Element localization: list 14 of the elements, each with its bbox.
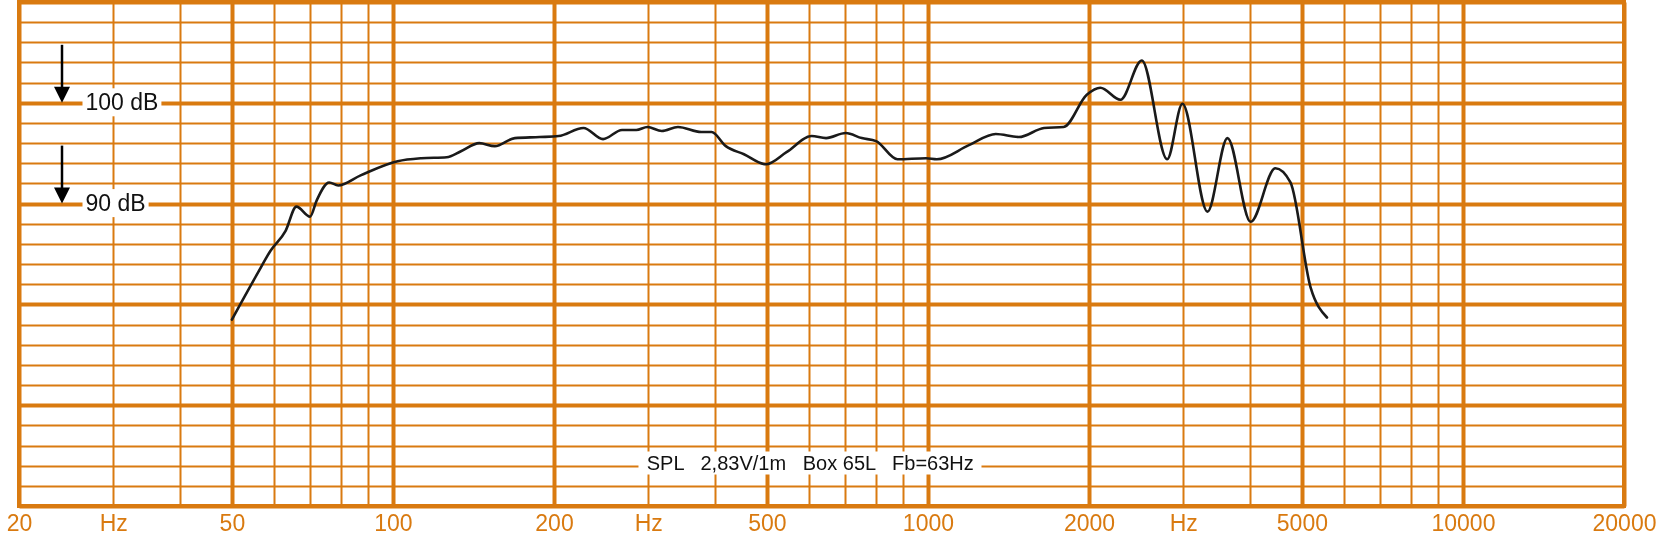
x-tick-label: Hz	[1169, 509, 1198, 536]
x-tick-label: 100	[374, 509, 413, 536]
x-tick-label: 2000	[1063, 509, 1116, 536]
x-tick-label: 20	[6, 509, 33, 536]
x-tick-label: 10000	[1431, 509, 1496, 536]
x-tick-label: 500	[748, 509, 787, 536]
x-tick-label: 50	[219, 509, 246, 536]
x-tick-label: 20000	[1592, 509, 1657, 536]
x-tick-label: 1000	[902, 509, 955, 536]
x-tick-label: Hz	[99, 509, 128, 536]
x-tick-label: 5000	[1276, 509, 1328, 536]
x-tick-label: Hz	[634, 509, 663, 536]
x-tick-label: 200	[535, 509, 574, 536]
annotation: SPL 2,83V/1m Box 65L Fb=63Hz	[638, 451, 982, 475]
